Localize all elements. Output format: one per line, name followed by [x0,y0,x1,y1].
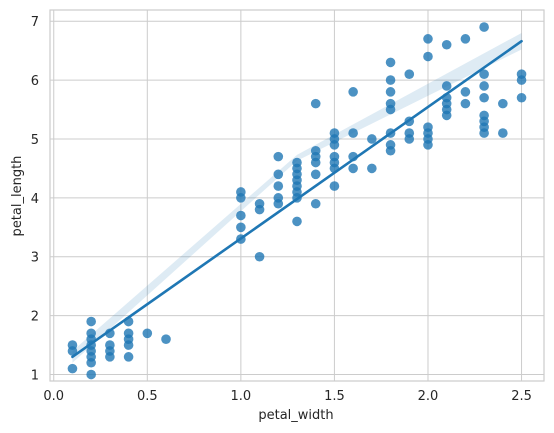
data-point [310,198,321,209]
data-point [479,110,489,121]
data-point [310,169,321,180]
data-point [348,128,358,138]
data-point [460,87,471,97]
y-axis-label: petal_length [10,156,25,237]
data-point [498,128,508,138]
x-tick-label: 1.5 [324,389,345,404]
data-point [385,140,396,150]
data-point [348,87,358,97]
data-point [86,316,96,327]
data-point [404,128,415,138]
x-axis-label: petal_width [258,408,333,423]
data-point [516,69,527,79]
confidence-band-layer [72,32,522,363]
data-point [329,151,340,162]
data-point [273,181,284,191]
data-point [142,328,153,339]
data-point [273,193,284,203]
data-point [236,222,246,233]
data-point [123,352,134,362]
data-point [423,122,433,132]
data-point [67,363,78,374]
x-tick-label: 0.0 [43,389,64,404]
x-tick-labels: 0.0 0.5 1.0 1.5 2.0 2.5 [43,389,531,404]
data-point [67,340,78,350]
data-point [460,98,471,109]
confidence-band [72,32,522,363]
data-point [348,163,358,174]
data-point [292,216,302,227]
y-tick-label: 4 [31,192,39,207]
data-point [105,340,115,350]
data-point [367,163,377,174]
y-tick-labels: 1 2 3 4 5 6 7 [31,15,39,383]
y-tick-label: 6 [31,74,39,89]
data-point [161,334,171,344]
data-point [329,181,340,191]
data-point [310,145,321,156]
data-point [236,210,246,221]
y-tick-label: 7 [31,15,39,30]
data-point [86,369,96,380]
y-tick-label: 1 [31,369,39,384]
data-point [385,87,396,97]
data-point [273,151,284,162]
data-point [254,251,265,262]
data-point [479,92,489,103]
data-point [460,34,471,44]
data-point [385,57,396,68]
x-tick-label: 1.0 [231,389,252,404]
data-point [423,34,433,44]
data-point [479,69,489,79]
data-point [479,22,489,32]
x-tick-label: 2.0 [418,389,439,404]
axes-frame [49,9,545,382]
data-point [310,98,321,109]
y-tick-label: 5 [31,133,39,148]
plot-frame [49,9,545,382]
data-point [236,187,246,197]
data-point [385,98,396,109]
data-point [123,328,134,339]
data-point [329,128,340,138]
x-tick-label: 2.5 [511,389,532,404]
data-point [367,134,377,144]
data-point [404,69,415,79]
regression-line [71,39,523,359]
data-point [292,157,302,168]
data-point [516,92,527,103]
data-point [385,75,396,85]
data-point [273,169,284,180]
regression-line-layer [71,39,523,359]
y-tick-label: 3 [31,251,39,266]
data-point [441,81,452,91]
data-point [423,51,433,62]
y-tick-label: 2 [31,310,39,325]
x-tick-label: 0.5 [137,389,158,404]
data-point [254,198,265,209]
data-point [479,81,489,91]
data-point [86,328,96,339]
data-point [498,98,508,109]
data-point [441,39,452,50]
